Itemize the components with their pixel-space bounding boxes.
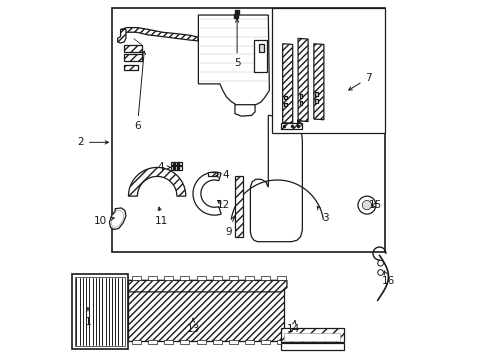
Bar [277, 276, 286, 280]
Bar [180, 340, 190, 344]
Bar [196, 276, 205, 280]
Bar [172, 166, 181, 170]
Bar [299, 94, 302, 98]
Bar [281, 123, 302, 129]
Text: 9: 9 [225, 216, 235, 237]
Bar [284, 96, 287, 99]
Circle shape [358, 196, 376, 214]
Bar [148, 276, 157, 280]
Bar [128, 280, 285, 341]
Polygon shape [121, 28, 198, 41]
Polygon shape [250, 116, 302, 242]
Bar [164, 340, 173, 344]
Circle shape [378, 260, 383, 266]
Bar [235, 176, 243, 237]
Text: 3: 3 [317, 206, 329, 222]
Bar [72, 274, 128, 349]
Bar [124, 45, 143, 51]
Polygon shape [128, 280, 287, 292]
Bar [315, 99, 318, 103]
Bar [315, 92, 318, 96]
Polygon shape [283, 44, 293, 123]
Text: 4: 4 [157, 162, 171, 172]
Text: 2: 2 [77, 138, 108, 147]
Bar [272, 8, 385, 134]
Bar [75, 277, 125, 346]
Bar [196, 340, 205, 344]
Bar [281, 328, 343, 342]
Text: 12: 12 [217, 200, 230, 210]
Polygon shape [314, 44, 324, 120]
Polygon shape [118, 30, 126, 43]
Bar [254, 40, 267, 72]
Text: 11: 11 [155, 207, 169, 226]
Bar [245, 276, 254, 280]
Circle shape [362, 201, 371, 210]
Text: 16: 16 [382, 271, 395, 286]
Bar [132, 276, 141, 280]
Bar [124, 54, 143, 61]
Bar [299, 101, 302, 105]
Polygon shape [298, 39, 308, 122]
Bar [259, 44, 264, 51]
Text: 10: 10 [94, 216, 114, 226]
Bar [132, 340, 141, 344]
Bar [261, 340, 270, 344]
Text: 14: 14 [287, 321, 300, 334]
Polygon shape [109, 208, 126, 229]
Bar [208, 172, 218, 176]
Text: 4: 4 [216, 170, 229, 180]
Text: 1: 1 [85, 307, 91, 327]
Text: 5: 5 [234, 19, 241, 68]
Bar [148, 340, 157, 344]
Bar [124, 65, 138, 70]
Bar [281, 343, 343, 350]
Bar [172, 162, 181, 165]
Bar [261, 276, 270, 280]
Bar [213, 276, 221, 280]
Text: 6: 6 [134, 51, 146, 131]
Bar [229, 340, 238, 344]
Polygon shape [235, 105, 255, 116]
Bar [277, 340, 286, 344]
Polygon shape [128, 167, 186, 196]
Bar [245, 340, 254, 344]
Bar [213, 340, 221, 344]
Polygon shape [111, 210, 124, 227]
Bar [164, 276, 173, 280]
Text: 15: 15 [369, 200, 383, 210]
Bar [229, 276, 238, 280]
Bar [284, 103, 287, 107]
Bar [112, 8, 385, 252]
Text: 13: 13 [186, 318, 199, 334]
Polygon shape [198, 15, 270, 106]
Text: 8: 8 [295, 120, 302, 129]
Bar [180, 276, 190, 280]
Polygon shape [193, 172, 221, 215]
Text: 7: 7 [349, 73, 372, 90]
Bar [284, 333, 341, 341]
Circle shape [378, 270, 383, 275]
